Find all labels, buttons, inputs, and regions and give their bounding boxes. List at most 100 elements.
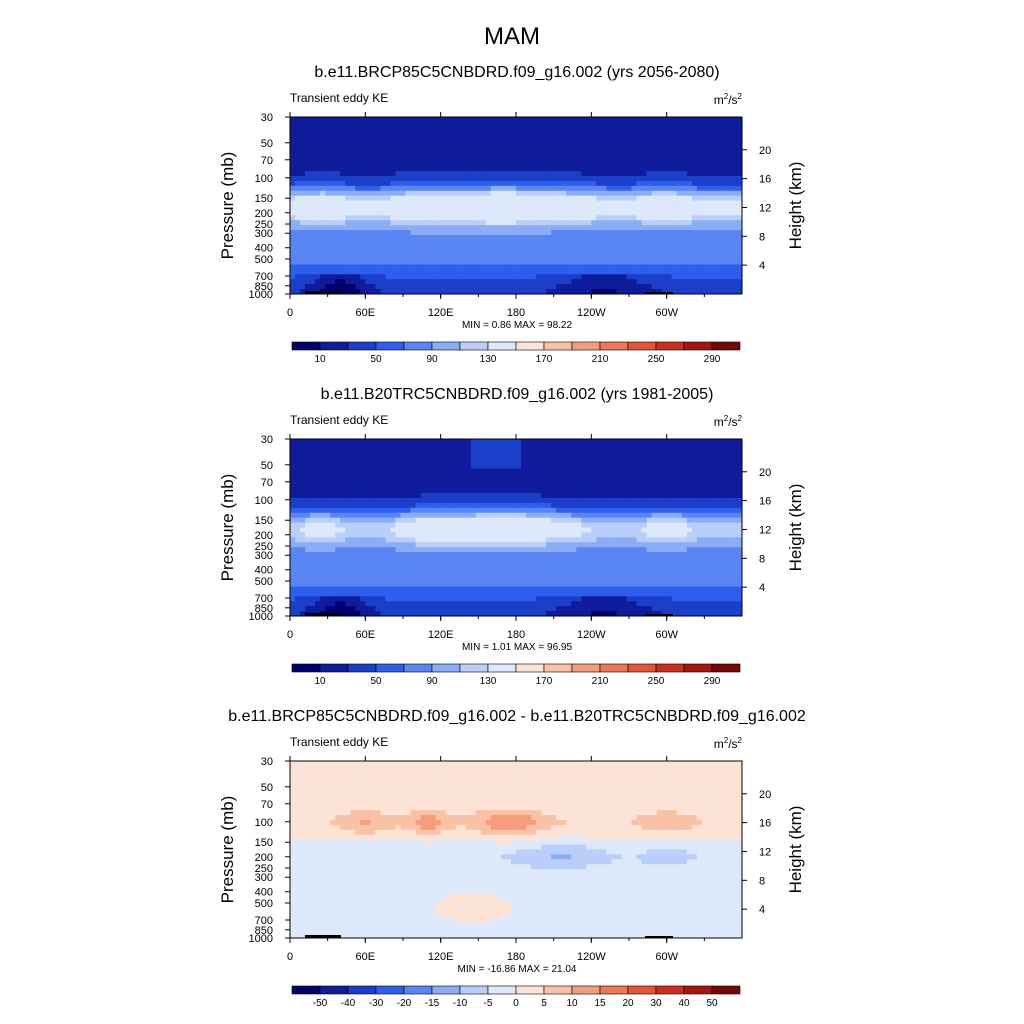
heatmap-cell: [340, 498, 346, 504]
heatmap-cell: [465, 274, 472, 280]
heatmap-cell: [676, 239, 683, 246]
heatmap-cell: [731, 269, 738, 275]
heatmap-cell: [531, 448, 537, 455]
heatmap-cell: [581, 200, 587, 207]
heatmap-cell: [671, 239, 678, 246]
heatmap-cell: [315, 200, 321, 207]
heatmap-cell: [490, 468, 497, 475]
heatmap-cell: [621, 180, 628, 187]
heatmap-cell: [716, 121, 723, 128]
heatmap-cell: [611, 141, 618, 148]
heatmap-cell: [646, 259, 653, 266]
heatmap-cell: [495, 171, 502, 177]
heatmap-cell: [561, 463, 567, 470]
heatmap: [290, 117, 742, 294]
heatmap-cell: [310, 210, 316, 216]
heatmap-cell: [500, 507, 507, 514]
heatmap-cell: [295, 117, 301, 123]
heatmap-cell: [721, 239, 728, 246]
heatmap-cell: [480, 478, 487, 484]
heatmap-cell: [330, 131, 336, 138]
heatmap-cell: [736, 141, 742, 148]
heatmap-cell: [450, 161, 457, 167]
heatmap-cell: [681, 468, 688, 475]
heatmap-cell: [500, 463, 507, 470]
heatmap-cell: [556, 274, 562, 280]
heatmap-cell: [696, 443, 703, 450]
heatmap-cell: [731, 254, 738, 261]
heatmap-cell: [726, 463, 733, 470]
heatmap-cell: [470, 195, 477, 202]
heatmap-cell: [586, 215, 592, 221]
heatmap-cell: [405, 121, 412, 128]
heatmap-cell: [596, 121, 602, 128]
heatmap-cell: [576, 156, 582, 162]
heatmap-cell: [480, 151, 487, 157]
heatmap-cell: [711, 215, 718, 221]
heatmap-cell: [596, 225, 602, 231]
heatmap-cell: [706, 205, 713, 212]
heatmap-cell: [681, 215, 688, 221]
heatmap-cell: [571, 443, 577, 450]
heatmap-cell: [626, 210, 633, 216]
heatmap-cell: [591, 131, 597, 138]
heatmap-cell: [676, 522, 683, 529]
heatmap-cell: [420, 284, 427, 290]
heatmap-cell: [440, 205, 447, 212]
heatmap-cell: [340, 488, 346, 494]
heatmap-cell: [676, 502, 683, 509]
heatmap-cell: [656, 126, 663, 133]
heatmap-cell: [350, 522, 356, 529]
heatmap-cell: [490, 249, 497, 256]
heatmap-cell: [480, 439, 487, 445]
heatmap-cell: [546, 458, 552, 465]
heatmap-cell: [375, 156, 381, 162]
heatmap-cell: [676, 210, 683, 216]
heatmap-cell: [480, 180, 487, 187]
heatmap-cell: [450, 279, 457, 285]
heatmap-cell: [591, 141, 597, 148]
heatmap-cell: [661, 453, 668, 460]
heatmap-cell: [586, 244, 592, 251]
heatmap-cell: [335, 458, 341, 465]
heatmap-cell: [385, 527, 392, 534]
heatmap-cell: [425, 215, 432, 221]
heatmap-cell: [666, 117, 673, 123]
heatmap-cell: [445, 269, 452, 275]
heatmap-cell: [505, 478, 512, 484]
heatmap-cell: [310, 458, 316, 465]
heatmap-cell: [541, 205, 547, 212]
heatmap-cell: [661, 473, 668, 479]
heatmap-cell: [380, 239, 387, 246]
heatmap-cell: [546, 249, 552, 256]
heatmap-cell: [335, 483, 341, 489]
heatmap-cell: [450, 468, 457, 475]
heatmap-cell: [676, 448, 683, 455]
heatmap-cell: [551, 200, 557, 207]
heatmap-cell: [435, 220, 442, 226]
heatmap-cell: [420, 131, 427, 138]
heatmap-cell: [531, 274, 537, 280]
heatmap-cell: [601, 121, 607, 128]
heatmap-cell: [706, 488, 713, 494]
heatmap-cell: [536, 279, 542, 285]
heatmap-cell: [440, 176, 447, 182]
heatmap-cell: [666, 249, 673, 256]
heatmap-cell: [455, 235, 462, 241]
heatmap-cell: [721, 131, 728, 138]
heatmap-cell: [415, 244, 422, 251]
heatmap-cell: [551, 453, 557, 460]
heatmap-cell: [320, 180, 326, 187]
heatmap-cell: [510, 180, 517, 187]
heatmap-cell: [636, 269, 643, 275]
heatmap-cell: [606, 448, 613, 455]
heatmap-cell: [626, 289, 633, 294]
heatmap-cell: [681, 264, 688, 271]
heatmap-cell: [656, 190, 663, 197]
heatmap-cell: [465, 502, 472, 509]
heatmap-cell: [541, 200, 547, 207]
heatmap-cell: [701, 254, 708, 261]
heatmap-cell: [621, 284, 628, 290]
heatmap-cell: [686, 443, 693, 450]
